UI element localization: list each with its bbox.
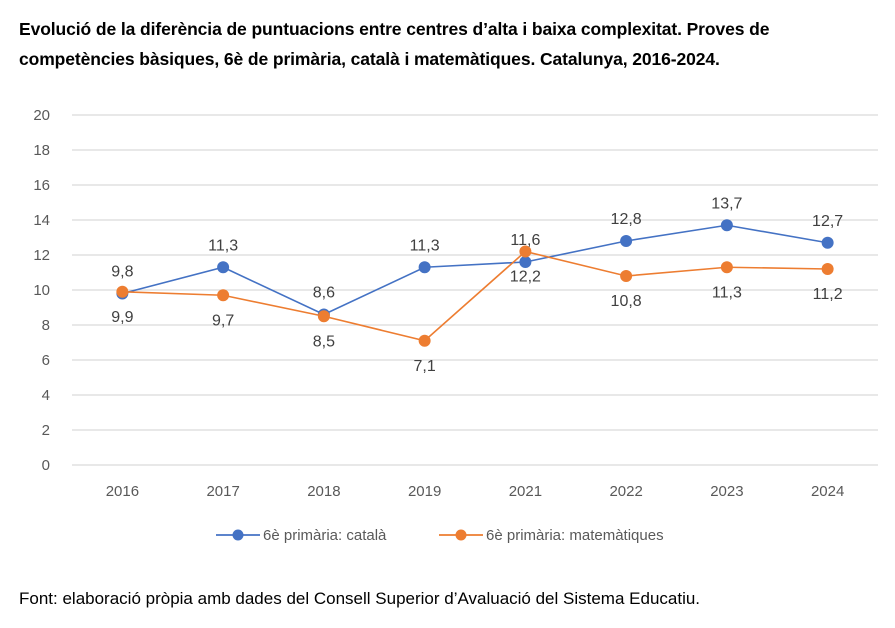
y-tick-label: 14 xyxy=(33,212,50,229)
data-label: 11,3 xyxy=(208,237,238,254)
data-point-marker xyxy=(720,219,733,232)
y-tick-label: 6 xyxy=(42,352,50,369)
x-tick-label: 2016 xyxy=(106,483,139,500)
series-lines xyxy=(122,224,828,342)
series-line-catala xyxy=(122,224,828,316)
data-label: 11,2 xyxy=(813,286,843,303)
x-tick-label: 2018 xyxy=(307,483,340,500)
data-point-marker xyxy=(720,261,733,274)
x-tick-label: 2024 xyxy=(811,483,844,500)
y-tick-label: 2 xyxy=(42,422,50,439)
data-label: 9,7 xyxy=(212,312,234,329)
y-tick-label: 0 xyxy=(42,457,50,474)
source-note: Font: elaboració pròpia amb dades del Co… xyxy=(19,589,701,608)
data-point-marker xyxy=(418,334,431,347)
data-label: 8,6 xyxy=(313,285,335,302)
y-tick-label: 16 xyxy=(33,177,50,194)
y-axis-ticks: 0 2 4 6 8 10 12 14 16 18 20 xyxy=(33,107,50,474)
data-point-marker xyxy=(519,256,532,268)
data-point-marker xyxy=(217,289,230,302)
data-label: 8,5 xyxy=(313,333,335,350)
y-tick-label: 20 xyxy=(33,107,50,124)
gridlines xyxy=(72,114,878,466)
legend-label: 6è primària: matemàtiques xyxy=(486,527,664,544)
data-point-marker xyxy=(519,245,532,258)
data-label: 7,1 xyxy=(414,358,436,375)
x-tick-label: 2021 xyxy=(509,483,542,500)
data-label: 12,8 xyxy=(611,211,642,228)
data-label: 11,3 xyxy=(712,284,742,301)
data-labels: 9,8 11,3 8,6 11,3 11,6 12,8 13,7 12,7 9,9 9,7 8,5 7… xyxy=(111,195,843,375)
data-label: 10,8 xyxy=(611,293,642,310)
series-markers xyxy=(116,219,834,347)
data-point-marker xyxy=(620,270,633,282)
data-point-marker xyxy=(317,310,330,323)
data-label: 9,8 xyxy=(111,264,133,281)
data-point-marker xyxy=(620,235,633,247)
x-axis-ticks: 2016 2017 2018 2019 2021 2022 2023 2024 xyxy=(106,483,845,500)
data-label: 12,2 xyxy=(510,269,541,286)
x-tick-label: 2017 xyxy=(206,483,239,500)
data-point-marker xyxy=(418,261,431,274)
series-line-matematiques xyxy=(122,250,828,342)
data-point-marker xyxy=(821,263,834,275)
data-label: 13,7 xyxy=(711,195,742,212)
y-tick-label: 12 xyxy=(33,247,50,264)
data-label: 11,3 xyxy=(410,237,440,254)
data-point-marker xyxy=(217,261,230,274)
data-point-marker xyxy=(821,236,834,249)
chart-title: Evolució de la diferència de puntuacions… xyxy=(19,19,770,69)
data-label: 12,7 xyxy=(812,213,843,230)
legend-label: 6è primària: català xyxy=(263,527,387,544)
legend-marker-icon xyxy=(455,529,467,541)
y-tick-label: 18 xyxy=(33,142,50,159)
y-tick-label: 4 xyxy=(42,387,50,404)
y-tick-label: 8 xyxy=(42,317,50,334)
data-label: 11,6 xyxy=(510,232,540,249)
x-tick-label: 2023 xyxy=(710,483,743,500)
x-tick-label: 2022 xyxy=(609,483,642,500)
legend: 6è primària: català 6è primària: matemàti… xyxy=(216,527,664,544)
y-tick-label: 10 xyxy=(33,282,50,299)
data-label: 9,9 xyxy=(111,309,133,326)
x-tick-label: 2019 xyxy=(408,483,441,500)
legend-marker-icon xyxy=(232,529,244,541)
data-point-marker xyxy=(116,285,129,298)
